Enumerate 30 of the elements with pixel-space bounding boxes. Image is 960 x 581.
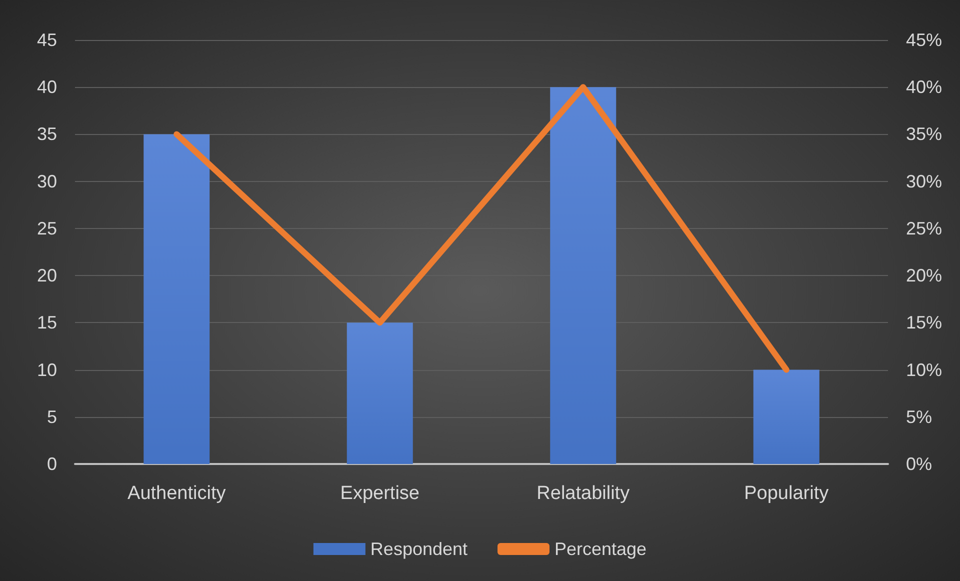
x-tick-label: Popularity [744,483,830,504]
y-tick-label: 25 [36,218,57,238]
y2-tick-label: 20% [906,266,942,286]
y2-tick-label: 35% [906,124,942,144]
legend-label: Respondent [370,539,468,559]
y-tick-label: 15 [36,312,57,333]
y2-tick-label: 0% [906,454,932,474]
y-tick-label: 35 [36,124,57,144]
y-tick-label: 30 [36,171,57,192]
y2-tick-label: 30% [906,171,942,192]
y2-tick-label: 40% [906,77,942,98]
y2-tick-label: 10% [906,360,942,380]
y2-tick-label: 25% [906,218,942,238]
x-tick-label: Authenticity [128,483,226,504]
y-tick-label: 0 [46,454,57,474]
bar [753,370,820,464]
y-tick-label: 5 [46,406,57,427]
y-tick-label: 45 [36,30,57,50]
x-tick-label: Expertise [340,483,420,504]
y-tick-label: 40 [36,77,57,98]
y2-tick-label: 45% [906,30,942,50]
legend-label: Percentage [554,539,647,559]
y-tick-label: 20 [36,266,57,286]
y-tick-label: 10 [36,360,57,380]
y2-tick-label: 5% [906,406,932,427]
x-tick-label: Relatability [536,483,630,504]
y2-tick-label: 15% [906,312,942,333]
bar [346,322,413,464]
bar [144,134,210,464]
bar [550,87,616,464]
